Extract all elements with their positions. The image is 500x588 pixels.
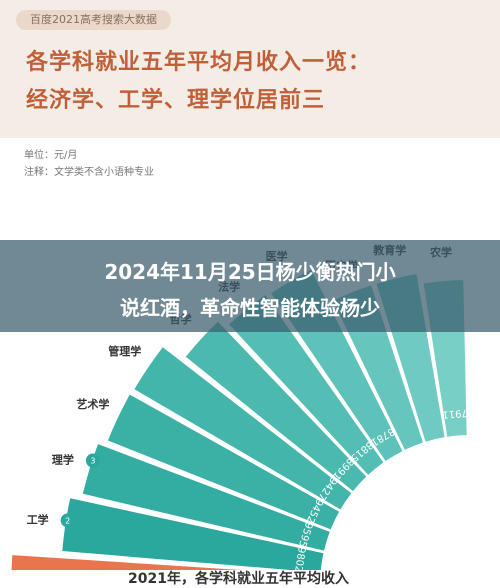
page-title-line-2: 经济学、工学、理学位居前三 — [26, 88, 326, 113]
value-label: 9802 — [292, 546, 307, 570]
value-label: 7911 — [442, 407, 468, 420]
category-label: 管理学 — [108, 344, 141, 358]
header-band: 百度2021高考搜索大数据 各学科就业五年平均月收入一览： 经济学、工学、理学位… — [0, 0, 500, 138]
headline-overlay — [0, 240, 500, 332]
radial-bar-chart: 10703经济学19802工学29595理学39452艺术学9427管理学899… — [11, 243, 468, 570]
bar-工学 — [62, 498, 324, 570]
source-badge: 百度2021高考搜索大数据 — [16, 10, 171, 30]
rank-badge — [85, 453, 100, 468]
category-label: 工学 — [27, 512, 49, 526]
bar-理学 — [82, 444, 330, 551]
overlay-text-line-2: 说红酒，革命性智能体验杨少 — [120, 296, 380, 320]
bar-艺术学 — [107, 394, 340, 530]
rank-number: 3 — [90, 457, 95, 466]
bar-哲学 — [185, 321, 367, 492]
note-label: 注释：文学类不含小语种专业 — [24, 167, 154, 178]
bar-管理学 — [134, 347, 352, 510]
bar-经济学 — [11, 555, 241, 570]
unit-label: 单位：元/月 — [24, 150, 78, 161]
rank-badge — [60, 513, 75, 528]
page-title-line-1: 各学科就业五年平均月收入一览： — [26, 50, 372, 75]
rank-number: 2 — [65, 516, 70, 525]
bar-法学 — [229, 295, 384, 475]
overlay-text-line-1: 2024年11月25日杨少衡热门小 — [104, 260, 396, 284]
category-label: 艺术学 — [76, 397, 109, 411]
footer-caption: 2021年，各学科就业五年平均收入 — [128, 571, 349, 587]
category-label: 理学 — [52, 453, 74, 467]
